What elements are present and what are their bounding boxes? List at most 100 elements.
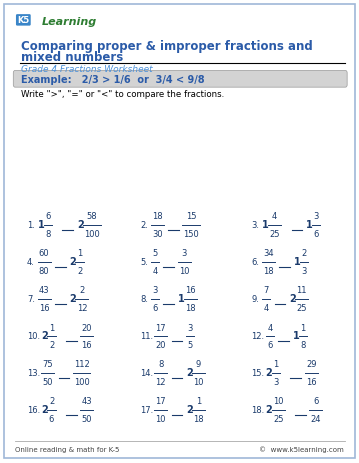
- Text: 6: 6: [152, 303, 158, 313]
- FancyBboxPatch shape: [4, 5, 355, 458]
- Text: 14.: 14.: [140, 368, 153, 377]
- Text: 12.: 12.: [251, 331, 265, 340]
- Text: 24: 24: [311, 414, 321, 423]
- Text: 2: 2: [266, 404, 272, 414]
- Text: 2: 2: [301, 249, 307, 258]
- Text: K5: K5: [17, 16, 29, 25]
- Text: 18: 18: [152, 212, 163, 221]
- Text: 58: 58: [87, 212, 97, 221]
- Text: 1: 1: [178, 294, 185, 304]
- Text: 20: 20: [155, 340, 166, 350]
- Text: 34: 34: [263, 249, 274, 258]
- Text: 1: 1: [196, 396, 201, 406]
- Text: 18: 18: [185, 303, 196, 313]
- Text: 18.: 18.: [251, 405, 265, 414]
- Text: Comparing proper & improper fractions and: Comparing proper & improper fractions an…: [21, 40, 313, 53]
- Text: 16: 16: [39, 303, 50, 313]
- Text: 1.: 1.: [27, 220, 35, 229]
- Text: Write ">", "=" or "<" to compare the fractions.: Write ">", "=" or "<" to compare the fra…: [21, 90, 224, 99]
- Text: 5: 5: [187, 340, 193, 350]
- Text: 10.: 10.: [27, 331, 40, 340]
- Text: 3: 3: [187, 323, 193, 332]
- Text: 10: 10: [179, 266, 190, 275]
- Text: 15.: 15.: [251, 368, 265, 377]
- Text: 8.: 8.: [140, 294, 148, 303]
- Text: 3: 3: [301, 266, 307, 275]
- Text: 7: 7: [264, 286, 269, 295]
- Text: 1: 1: [293, 331, 299, 341]
- Text: 100: 100: [84, 229, 99, 238]
- Text: 4.: 4.: [27, 257, 35, 266]
- Text: 6: 6: [45, 212, 51, 221]
- Text: 6: 6: [313, 229, 319, 238]
- Text: 11: 11: [296, 286, 307, 295]
- Text: 1: 1: [306, 219, 313, 230]
- Text: 12: 12: [155, 377, 166, 386]
- Text: 2: 2: [69, 294, 76, 304]
- Text: 3.: 3.: [251, 220, 259, 229]
- Text: Grade 4 Fractions Worksheet: Grade 4 Fractions Worksheet: [21, 65, 153, 74]
- Text: 4: 4: [267, 323, 272, 332]
- Text: 6: 6: [49, 414, 54, 423]
- Text: 18: 18: [193, 414, 204, 423]
- Text: 1: 1: [38, 219, 45, 230]
- Text: 25: 25: [273, 414, 284, 423]
- Text: 15: 15: [186, 212, 196, 221]
- Text: 1: 1: [77, 249, 82, 258]
- Text: 2: 2: [41, 331, 48, 341]
- Text: Online reading & math for K-5: Online reading & math for K-5: [15, 446, 120, 452]
- Text: 50: 50: [42, 377, 53, 386]
- Text: 2: 2: [49, 340, 54, 350]
- Text: Example:   2/3 > 1/6  or  3/4 < 9/8: Example: 2/3 > 1/6 or 3/4 < 9/8: [21, 75, 204, 85]
- FancyBboxPatch shape: [13, 71, 347, 88]
- Text: 43: 43: [81, 396, 92, 406]
- Text: 16.: 16.: [27, 405, 40, 414]
- Text: 6.: 6.: [251, 257, 259, 266]
- Text: 3: 3: [152, 286, 158, 295]
- Text: 2: 2: [79, 286, 84, 295]
- Text: 10: 10: [273, 396, 284, 406]
- Text: 11.: 11.: [140, 331, 153, 340]
- Text: 1: 1: [273, 359, 279, 369]
- Text: 16: 16: [306, 377, 317, 386]
- Text: 4: 4: [152, 266, 158, 275]
- Text: 112: 112: [74, 359, 89, 369]
- Text: 75: 75: [42, 359, 53, 369]
- Text: 6: 6: [267, 340, 272, 350]
- Text: 18: 18: [263, 266, 274, 275]
- Text: 2: 2: [186, 367, 193, 377]
- Text: 17: 17: [155, 323, 166, 332]
- Text: 2: 2: [289, 294, 296, 304]
- Text: 60: 60: [39, 249, 50, 258]
- Text: 2: 2: [186, 404, 193, 414]
- Text: 30: 30: [152, 229, 163, 238]
- Text: 5: 5: [152, 249, 158, 258]
- Text: 2: 2: [69, 257, 76, 267]
- Text: 1: 1: [49, 323, 54, 332]
- Text: 4: 4: [264, 303, 269, 313]
- Text: 2.: 2.: [140, 220, 148, 229]
- Text: 50: 50: [81, 414, 92, 423]
- Text: 3: 3: [313, 212, 319, 221]
- Text: mixed numbers: mixed numbers: [21, 50, 123, 63]
- Text: 150: 150: [183, 229, 199, 238]
- Text: 9.: 9.: [251, 294, 259, 303]
- Text: 25: 25: [296, 303, 307, 313]
- Text: 2: 2: [77, 266, 82, 275]
- Text: 2: 2: [49, 396, 54, 406]
- Text: 16: 16: [81, 340, 92, 350]
- Text: 16: 16: [185, 286, 196, 295]
- Text: 3: 3: [273, 377, 279, 386]
- Text: 8: 8: [300, 340, 306, 350]
- Text: 25: 25: [269, 229, 280, 238]
- Text: 4: 4: [272, 212, 277, 221]
- Text: 80: 80: [39, 266, 50, 275]
- Text: 17: 17: [155, 396, 166, 406]
- Text: 10: 10: [155, 414, 166, 423]
- Text: 7.: 7.: [27, 294, 35, 303]
- Text: 5.: 5.: [140, 257, 148, 266]
- Text: 8: 8: [158, 359, 163, 369]
- Text: 2: 2: [41, 404, 48, 414]
- Text: 13.: 13.: [27, 368, 40, 377]
- Text: 9: 9: [196, 359, 201, 369]
